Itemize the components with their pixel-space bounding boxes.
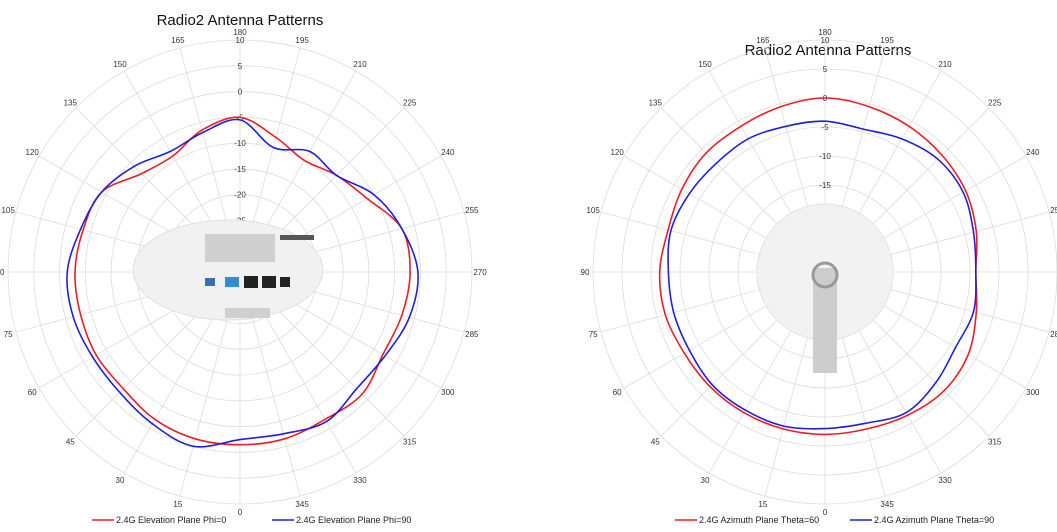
angle-tick-label: 210 bbox=[353, 60, 367, 69]
angle-tick-label: 60 bbox=[28, 388, 37, 397]
angle-tick-label: 180 bbox=[233, 28, 247, 37]
angle-tick-label: 345 bbox=[880, 500, 894, 509]
series-line-blue bbox=[66, 118, 419, 448]
legend-label: 2.4G Azimuth Plane Theta=60 bbox=[699, 515, 819, 525]
angle-tick-label: 225 bbox=[988, 98, 1002, 107]
angle-tick-label: 135 bbox=[64, 98, 78, 107]
angle-tick-label: 30 bbox=[701, 476, 710, 485]
series-line-red bbox=[658, 97, 978, 436]
angle-tick-label: 150 bbox=[698, 60, 712, 69]
angle-tick-label: 105 bbox=[586, 206, 600, 215]
radial-tick-label: 5 bbox=[823, 65, 828, 74]
angle-tick-label: 345 bbox=[295, 500, 309, 509]
angle-tick-label: 105 bbox=[1, 206, 15, 215]
angle-tick-label: 270 bbox=[473, 268, 487, 277]
angle-tick-label: 165 bbox=[171, 36, 185, 45]
radial-tick-label: 10 bbox=[236, 36, 245, 45]
angle-tick-label: 330 bbox=[353, 476, 367, 485]
legend-label: 2.4G Elevation Plane Phi=90 bbox=[296, 515, 411, 525]
radial-tick-label: -5 bbox=[821, 123, 829, 132]
chart-azimuth: Radio2 Antenna Patterns 0153045607590105… bbox=[581, 28, 1057, 525]
series-line-blue bbox=[667, 120, 977, 430]
angle-tick-label: 75 bbox=[4, 330, 13, 339]
product-image-top-view bbox=[756, 203, 894, 373]
angle-tick-label: 195 bbox=[295, 36, 309, 45]
radial-tick-label: 5 bbox=[238, 62, 243, 71]
angle-tick-label: 315 bbox=[403, 438, 417, 447]
angle-tick-label: 210 bbox=[938, 60, 952, 69]
angle-tick-label: 120 bbox=[610, 148, 624, 157]
angle-tick-label: 45 bbox=[66, 438, 75, 447]
chart-title: Radio2 Antenna Patterns bbox=[745, 42, 912, 59]
angle-tick-label: 165 bbox=[756, 36, 770, 45]
angle-tick-label: 225 bbox=[403, 98, 417, 107]
radial-tick-label: -15 bbox=[819, 181, 831, 190]
chart-elevation: Radio2 Antenna Patterns 0153045607590105… bbox=[0, 12, 487, 525]
angle-tick-label: 315 bbox=[988, 438, 1002, 447]
angle-tick-label: 120 bbox=[25, 148, 39, 157]
angle-tick-label: 75 bbox=[589, 330, 598, 339]
legend-label: 2.4G Azimuth Plane Theta=90 bbox=[874, 515, 994, 525]
series-line-red bbox=[74, 116, 411, 446]
angle-tick-label: 255 bbox=[465, 206, 479, 215]
angle-tick-label: 15 bbox=[173, 500, 182, 509]
angle-tick-label: 240 bbox=[441, 148, 455, 157]
angle-tick-label: 15 bbox=[758, 500, 767, 509]
angle-tick-label: 285 bbox=[1050, 330, 1057, 339]
radial-tick-label: -15 bbox=[234, 165, 246, 174]
radial-tick-label: -20 bbox=[234, 191, 246, 200]
angle-tick-label: 90 bbox=[581, 268, 590, 277]
angle-tick-label: 135 bbox=[649, 98, 663, 107]
angle-tick-label: 0 bbox=[823, 508, 828, 517]
radial-tick-label: -10 bbox=[819, 152, 831, 161]
radial-tick-label: -10 bbox=[234, 139, 246, 148]
radial-tick-label: 0 bbox=[238, 88, 243, 97]
angle-tick-label: 240 bbox=[1026, 148, 1040, 157]
angle-tick-label: 285 bbox=[465, 330, 479, 339]
angle-tick-label: 330 bbox=[938, 476, 952, 485]
angle-tick-label: 300 bbox=[441, 388, 455, 397]
angle-tick-label: 90 bbox=[0, 268, 5, 277]
angle-tick-label: 30 bbox=[116, 476, 125, 485]
angle-tick-label: 0 bbox=[238, 508, 243, 517]
legend-label: 2.4G Elevation Plane Phi=0 bbox=[116, 515, 226, 525]
angle-tick-label: 45 bbox=[651, 438, 660, 447]
angle-tick-label: 195 bbox=[880, 36, 894, 45]
angle-tick-label: 150 bbox=[113, 60, 127, 69]
chart-title: Radio2 Antenna Patterns bbox=[157, 12, 324, 29]
angle-tick-label: 60 bbox=[613, 388, 622, 397]
angle-tick-label: 255 bbox=[1050, 206, 1057, 215]
product-image-bottom-view bbox=[132, 219, 324, 321]
angle-tick-label: 180 bbox=[818, 28, 832, 37]
angle-tick-label: 300 bbox=[1026, 388, 1040, 397]
radial-tick-label: 10 bbox=[821, 36, 830, 45]
